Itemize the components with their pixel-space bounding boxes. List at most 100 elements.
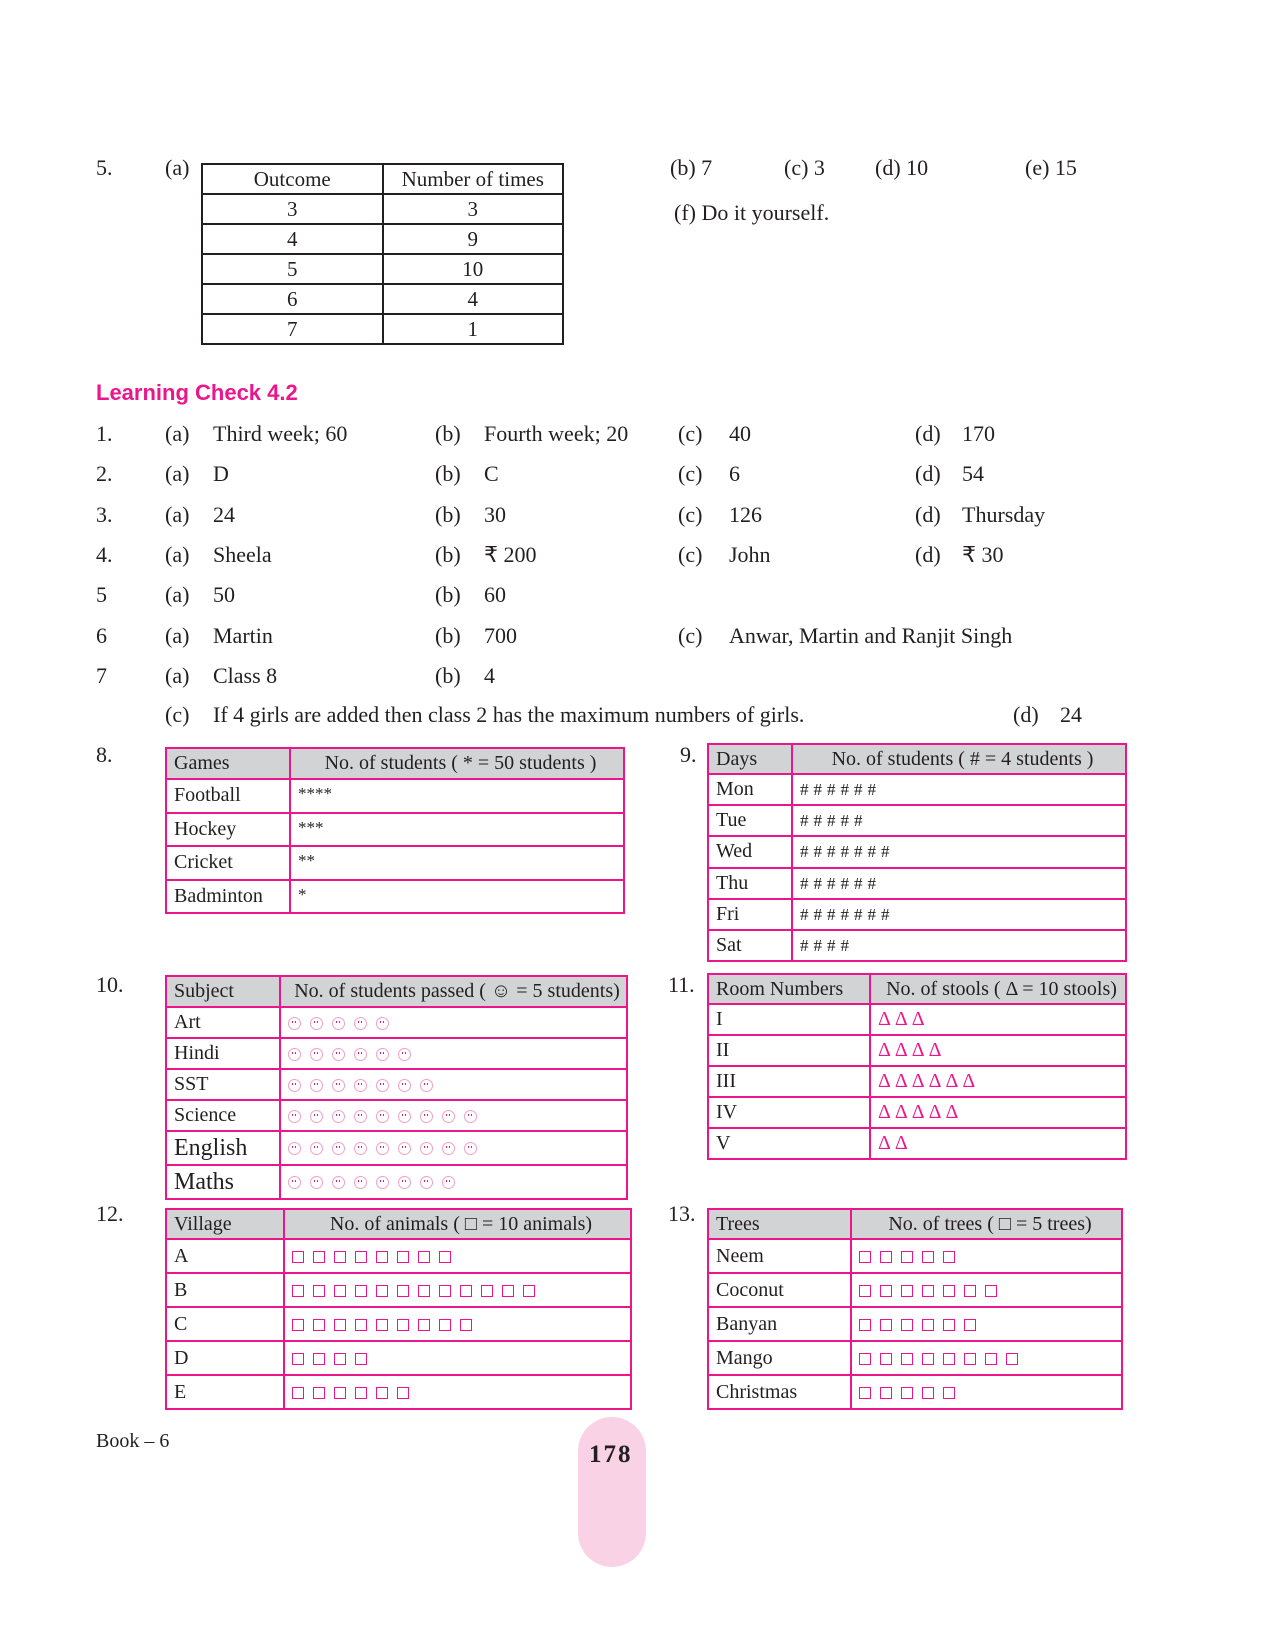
category-cell: Banyan bbox=[707, 1306, 852, 1342]
triangle-icon: Δ bbox=[894, 1039, 912, 1061]
square-icon bbox=[880, 1386, 892, 1399]
symbol-cell: ΔΔΔΔ bbox=[869, 1034, 1127, 1067]
answer-e: (e) 15 bbox=[1025, 155, 1077, 180]
square-icon bbox=[964, 1318, 976, 1331]
category-cell: Cricket bbox=[165, 845, 291, 881]
symbol-cell: ΔΔΔΔΔ bbox=[869, 1096, 1127, 1129]
square-icon bbox=[901, 1284, 913, 1297]
category-cell: Coconut bbox=[707, 1272, 852, 1308]
square-icon bbox=[439, 1284, 451, 1297]
question-number: 8. bbox=[96, 742, 113, 767]
square-icon bbox=[313, 1318, 325, 1331]
category-cell: V bbox=[707, 1127, 871, 1160]
pictograph-table: Subject No. of students passed ( ☺ = 5 st… bbox=[165, 975, 628, 1200]
question-number: 5. bbox=[96, 155, 113, 180]
category-cell: Art bbox=[165, 1006, 281, 1039]
square-icon bbox=[901, 1250, 913, 1263]
table-row: C bbox=[165, 1306, 632, 1342]
square-icon bbox=[481, 1284, 493, 1297]
question-number: 7 bbox=[96, 662, 107, 688]
category-cell: E bbox=[165, 1374, 285, 1410]
table-row: Sat #### bbox=[707, 928, 1127, 963]
smiley-icon bbox=[288, 1142, 301, 1156]
answer-text: 60 bbox=[484, 582, 506, 608]
square-icon bbox=[460, 1318, 472, 1331]
triangle-icon: Δ bbox=[878, 1039, 895, 1061]
category-cell: Mon bbox=[707, 772, 793, 807]
hash-icon: # bbox=[854, 811, 868, 831]
square-icon bbox=[943, 1250, 955, 1263]
hash-icon: # bbox=[827, 811, 841, 831]
answer-text: 700 bbox=[484, 622, 517, 648]
triangle-icon: Δ bbox=[894, 1008, 912, 1030]
question-number: 6 bbox=[96, 622, 107, 648]
square-icon bbox=[964, 1352, 976, 1365]
part-label: (c) bbox=[678, 541, 703, 567]
square-icon bbox=[1006, 1352, 1018, 1365]
triangle-icon: Δ bbox=[878, 1101, 895, 1123]
hash-icon: # bbox=[800, 780, 814, 800]
smiley-icon bbox=[420, 1142, 433, 1156]
category-header: Games bbox=[165, 747, 291, 780]
category-header: Subject bbox=[165, 975, 281, 1008]
section-heading: Learning Check 4.2 bbox=[96, 380, 298, 405]
category-cell: Thu bbox=[707, 866, 793, 900]
table-row: Science bbox=[165, 1099, 628, 1132]
smiley-icon bbox=[288, 1016, 301, 1030]
header-row: Days No. of students ( # = 4 students ) bbox=[707, 743, 1127, 775]
answer-text: 30 bbox=[484, 501, 506, 527]
hash-icon: # bbox=[840, 811, 854, 831]
part-label: (b) bbox=[435, 622, 461, 648]
symbol-cell: ###### bbox=[791, 772, 1127, 807]
square-icon bbox=[376, 1284, 388, 1297]
hash-icon: # bbox=[813, 842, 827, 862]
hash-icon: # bbox=[867, 873, 881, 893]
symbol-cell bbox=[850, 1306, 1123, 1342]
hash-icon: # bbox=[881, 904, 895, 924]
category-cell: A bbox=[165, 1238, 285, 1274]
answer-text: Sheela bbox=[213, 541, 272, 567]
smiley-icon bbox=[420, 1176, 433, 1190]
question-number: 10. bbox=[96, 972, 124, 997]
header-row: Games No. of students ( * = 50 students ) bbox=[165, 747, 625, 780]
symbol-cell: ΔΔ bbox=[869, 1127, 1127, 1160]
table-row: A bbox=[165, 1238, 632, 1274]
answer-text: 24 bbox=[213, 501, 235, 527]
table-row: Thu ###### bbox=[707, 866, 1127, 900]
table-row: D bbox=[165, 1340, 632, 1376]
smiley-icon bbox=[376, 1047, 389, 1061]
triangle-icon: Δ bbox=[911, 1008, 929, 1030]
hash-icon: # bbox=[813, 873, 827, 893]
triangle-icon: Δ bbox=[894, 1101, 912, 1123]
smiley-icon bbox=[376, 1078, 389, 1092]
table-row: Tue ##### bbox=[707, 804, 1127, 838]
answer-text: 6 bbox=[729, 461, 740, 487]
answer-text: 50 bbox=[213, 582, 235, 608]
smiley-icon bbox=[332, 1047, 345, 1061]
symbol-cell bbox=[283, 1306, 632, 1342]
symbol-cell: **** bbox=[289, 778, 625, 814]
star-icon: * bbox=[298, 851, 307, 871]
hash-icon: # bbox=[813, 811, 827, 831]
category-cell: IV bbox=[707, 1096, 871, 1129]
category-cell: Mango bbox=[707, 1340, 852, 1376]
table-row: 5 10 bbox=[201, 253, 564, 285]
hash-icon: # bbox=[867, 842, 881, 862]
table-row: Christmas bbox=[707, 1374, 1123, 1410]
answer-text: Third week; 60 bbox=[213, 421, 348, 446]
smiley-icon bbox=[332, 1109, 345, 1123]
square-icon bbox=[922, 1250, 934, 1263]
symbol-cell: ΔΔΔΔΔΔ bbox=[869, 1065, 1127, 1098]
smiley-icon bbox=[332, 1078, 345, 1092]
smiley-icon bbox=[398, 1176, 411, 1190]
count-cell: Number of times bbox=[381, 163, 564, 195]
smiley-icon bbox=[398, 1047, 411, 1061]
category-cell: SST bbox=[165, 1068, 281, 1101]
part-label: (c) bbox=[678, 421, 703, 446]
smiley-icon bbox=[464, 1142, 477, 1156]
category-cell: Science bbox=[165, 1099, 281, 1132]
smiley-icon bbox=[354, 1016, 367, 1030]
square-icon bbox=[901, 1352, 913, 1365]
square-icon bbox=[439, 1318, 451, 1331]
